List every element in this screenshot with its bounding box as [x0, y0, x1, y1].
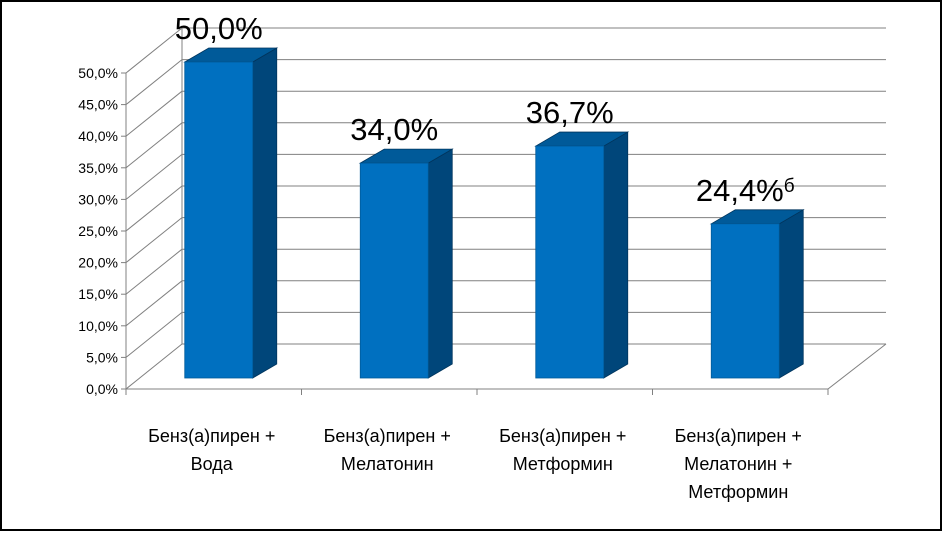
y-tick-label: 5,0% [86, 349, 118, 365]
gridline-diagonal [125, 217, 183, 263]
gridline-diagonal [125, 280, 183, 327]
floor-right-edge [827, 343, 887, 390]
y-tick-label: 45,0% [78, 97, 118, 113]
gridline-diagonal [125, 122, 183, 169]
bar-side [603, 131, 629, 379]
bar-side [778, 209, 804, 379]
gridline-diagonal [125, 59, 183, 105]
x-category-label: Бенз(а)пирен + Метформин [499, 426, 626, 474]
x-category-label-line: Метформин [513, 454, 613, 474]
x-category-label: Бенз(а)пирен + Мелатонин + Метформин [675, 426, 802, 502]
gridline-diagonal [125, 343, 183, 390]
bar [710, 223, 780, 379]
data-label: 24,4%б [696, 173, 795, 208]
y-tick-label: 40,0% [78, 128, 118, 144]
x-category-label-line: Вода [191, 454, 234, 474]
x-category-label-line: Бенз(а)пирен + [148, 426, 275, 446]
gridline-diagonal [125, 27, 183, 74]
x-category-label-line: Бенз(а)пирен + [675, 426, 802, 446]
y-tick-label: 10,0% [78, 318, 118, 334]
bar-side [427, 148, 453, 379]
x-category-label-line: Мелатонин [341, 454, 434, 474]
y-tick-label: 25,0% [78, 223, 118, 239]
bar [535, 145, 605, 379]
x-category-label: Бенз(а)пирен + Вода [148, 426, 275, 474]
y-tick-label: 30,0% [78, 191, 118, 207]
gridline-diagonal [125, 154, 183, 200]
x-category-label-line: Метформин [688, 482, 788, 502]
data-label: 36,7% [526, 95, 614, 130]
data-label: 34,0% [350, 112, 438, 147]
x-category-label-line: Бенз(а)пирен + [499, 426, 626, 446]
bar-side [252, 47, 278, 379]
data-label: 50,0% [175, 11, 263, 46]
y-tick-label: 50,0% [78, 65, 118, 81]
bar [359, 162, 429, 379]
x-category-label-line: Мелатонин + [684, 454, 792, 474]
y-tick-label: 35,0% [78, 160, 118, 176]
gridline-diagonal [125, 90, 183, 137]
bar [184, 61, 254, 379]
gridline-diagonal [125, 312, 183, 358]
y-tick-label: 15,0% [78, 286, 118, 302]
y-tick-label: 0,0% [86, 381, 118, 397]
x-category-label-line: Бенз(а)пирен + [324, 426, 451, 446]
x-category-label: Бенз(а)пирен + Мелатонин [324, 426, 451, 474]
y-tick-label: 20,0% [78, 255, 118, 271]
gridline-diagonal [125, 248, 183, 295]
data-label-superscript: б [784, 176, 795, 197]
gridline-diagonal [125, 185, 183, 232]
